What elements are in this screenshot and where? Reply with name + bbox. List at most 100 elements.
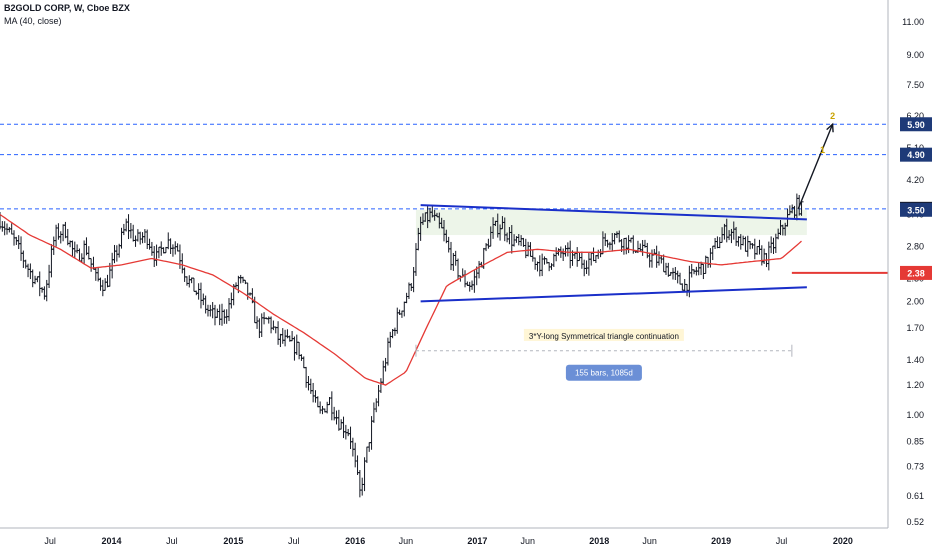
- ohlc-bar: [542, 256, 547, 265]
- wave-label-2: 2: [830, 111, 835, 121]
- y-tick-label: 1.70: [906, 323, 924, 333]
- ohlc-bar: [166, 232, 171, 250]
- x-tick-label: 2016: [345, 536, 365, 546]
- x-tick-label: Jul: [44, 536, 56, 546]
- ohlc-bar: [133, 235, 138, 247]
- ohlc-bar: [453, 250, 458, 266]
- ohlc-bar: [355, 455, 360, 475]
- ohlc-bar: [119, 227, 124, 249]
- y-tick-label: 7.50: [906, 80, 924, 90]
- ohlc-bar: [0, 221, 5, 232]
- ohlc-bar: [537, 255, 542, 277]
- x-axis[interactable]: Jul 2014 Jul 2015 Jul 2016 Jun 2017 Jun 2018 Jun 20…: [0, 527, 888, 546]
- ohlc-bar: [530, 249, 535, 262]
- ohlc-bar: [103, 278, 108, 291]
- ohlc-bar: [238, 274, 243, 284]
- y-tick-label: 1.00: [906, 410, 924, 420]
- ohlc-bar: [276, 321, 281, 345]
- annotation-background: [523, 328, 684, 341]
- ohlc-bar: [2, 221, 7, 236]
- ohlc-bar: [138, 231, 143, 245]
- ohlc-bar: [7, 226, 12, 233]
- ohlc-bar: [362, 457, 367, 492]
- ohlc-bar: [404, 292, 409, 304]
- ohlc-bar: [575, 247, 580, 267]
- x-tick-label: Jul: [166, 536, 178, 546]
- ohlc-bar: [381, 360, 386, 385]
- ohlc-bar: [26, 263, 31, 278]
- ohlc-bar: [229, 292, 234, 309]
- ohlc-bar: [112, 244, 117, 264]
- ohlc-bar: [336, 409, 341, 431]
- ohlc-bar: [297, 341, 302, 360]
- ohlc-bar: [750, 243, 755, 249]
- ohlc-bar: [350, 437, 355, 457]
- ohlc-bar: [752, 238, 757, 260]
- ohlc-bar: [710, 245, 715, 261]
- y-tick-label: 0.73: [906, 461, 924, 471]
- ohlc-bar: [30, 269, 35, 288]
- projection-arrow-line[interactable]: [797, 123, 834, 210]
- plot-area[interactable]: 1 2 3*Y-long Symmetrical triangle continua…: [0, 111, 888, 498]
- ohlc-bar: [472, 269, 477, 293]
- ohlc-bar: [269, 316, 274, 334]
- ohlc-bar: [549, 263, 554, 270]
- ohlc-bar: [596, 249, 601, 259]
- ohlc-bar: [357, 469, 362, 498]
- y-tick-label: 1.40: [906, 355, 924, 365]
- y-axis[interactable]: 11.009.007.506.205.104.203.402.802.302.0…: [887, 0, 932, 550]
- ohlc-bar: [771, 237, 776, 254]
- ohlc-bar: [278, 333, 283, 348]
- ohlc-bar: [168, 238, 173, 254]
- ohlc-bar: [23, 259, 28, 269]
- projection-arrow-head: [826, 122, 834, 133]
- ohlc-bar: [210, 302, 215, 319]
- ohlc-bar: [318, 401, 323, 414]
- ohlc-bar: [191, 277, 196, 292]
- price-marker-label: 5.90: [907, 120, 925, 130]
- ohlc-bar: [198, 282, 203, 309]
- ohlc-bar: [360, 477, 365, 496]
- ohlc-bar: [486, 238, 491, 249]
- annotation-text: 3*Y-long Symmetrical triangle continuati…: [529, 332, 679, 341]
- ohlc-bar: [294, 334, 299, 356]
- ohlc-bar: [348, 426, 353, 450]
- ohlc-bar: [703, 255, 708, 274]
- ohlc-bar: [145, 229, 150, 249]
- ohlc-bar: [745, 235, 750, 257]
- price-marker-box: [900, 147, 932, 162]
- ohlc-bar: [40, 287, 45, 293]
- ohlc-bar: [142, 229, 147, 243]
- price-marker-label: 2.38: [907, 268, 925, 278]
- ohlc-bar: [533, 257, 538, 270]
- ohlc-bar: [203, 295, 208, 314]
- ohlc-bars: [0, 193, 804, 498]
- ohlc-bar: [649, 249, 654, 268]
- x-tick-label: 2019: [711, 536, 731, 546]
- ohlc-bar: [128, 222, 133, 239]
- ohlc-bar: [63, 221, 68, 239]
- ohlc-bar: [661, 254, 666, 273]
- ohlc-bar: [208, 304, 213, 317]
- price-marker-box: [900, 202, 932, 217]
- ohlc-bar: [654, 245, 659, 268]
- ohlc-bar: [304, 366, 309, 388]
- ohlc-bar: [283, 329, 288, 347]
- x-tick-label: 2015: [223, 536, 243, 546]
- trendline-upper[interactable]: [420, 204, 807, 221]
- y-tick-label: 0.52: [906, 517, 924, 527]
- ohlc-bar: [16, 235, 21, 250]
- ohlc-bar: [621, 237, 626, 255]
- ohlc-bar: [598, 249, 603, 258]
- ohlc-bar: [156, 246, 161, 259]
- ohlc-bar: [346, 428, 351, 437]
- ohlc-bar: [640, 239, 645, 256]
- trendline-lower[interactable]: [420, 286, 807, 303]
- ohlc-bar: [577, 252, 582, 262]
- ohlc-bar: [371, 402, 376, 423]
- ohlc-bar: [170, 244, 175, 257]
- ohlc-bar: [701, 263, 706, 280]
- ohlc-bar: [33, 275, 38, 285]
- ohlc-bar: [266, 316, 271, 324]
